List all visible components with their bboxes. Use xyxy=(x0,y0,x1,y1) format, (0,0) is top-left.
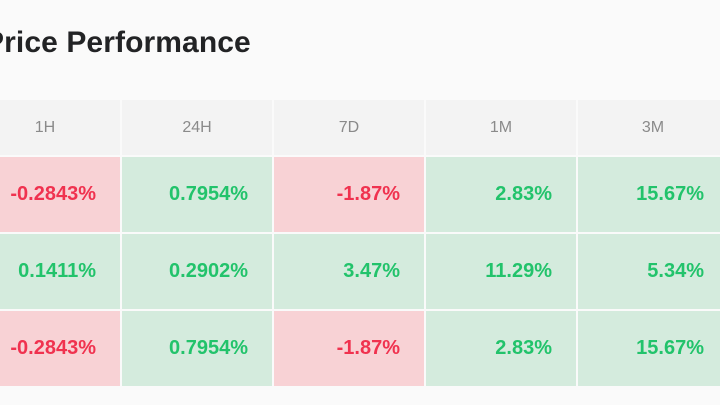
table-cell: 0.2902% xyxy=(122,234,272,309)
column-header-7d: 7D xyxy=(274,100,424,155)
table-cell: 3.47% xyxy=(274,234,424,309)
page-title: Price Performance xyxy=(0,26,251,59)
column-header-1h: 1H xyxy=(0,100,120,155)
table-cell: 5.34% xyxy=(578,234,720,309)
table-cell: 0.1411% xyxy=(0,234,120,309)
table-cell: 0.7954% xyxy=(122,311,272,386)
table-cell: 15.67% xyxy=(578,311,720,386)
table-cell: 0.7954% xyxy=(122,157,272,232)
column-header-3m: 3M xyxy=(578,100,720,155)
table-cell: -1.87% xyxy=(274,311,424,386)
table-cell: -0.2843% xyxy=(0,157,120,232)
column-header-1m: 1M xyxy=(426,100,576,155)
price-performance-table: 1H 24H 7D 1M 3M -0.2843% 0.7954% -1.87% … xyxy=(0,100,720,386)
table-cell: 2.83% xyxy=(426,311,576,386)
table-cell: 15.67% xyxy=(578,157,720,232)
table-cell: -1.87% xyxy=(274,157,424,232)
column-header-24h: 24H xyxy=(122,100,272,155)
table-cell: -0.2843% xyxy=(0,311,120,386)
table-cell: 2.83% xyxy=(426,157,576,232)
table-cell: 11.29% xyxy=(426,234,576,309)
